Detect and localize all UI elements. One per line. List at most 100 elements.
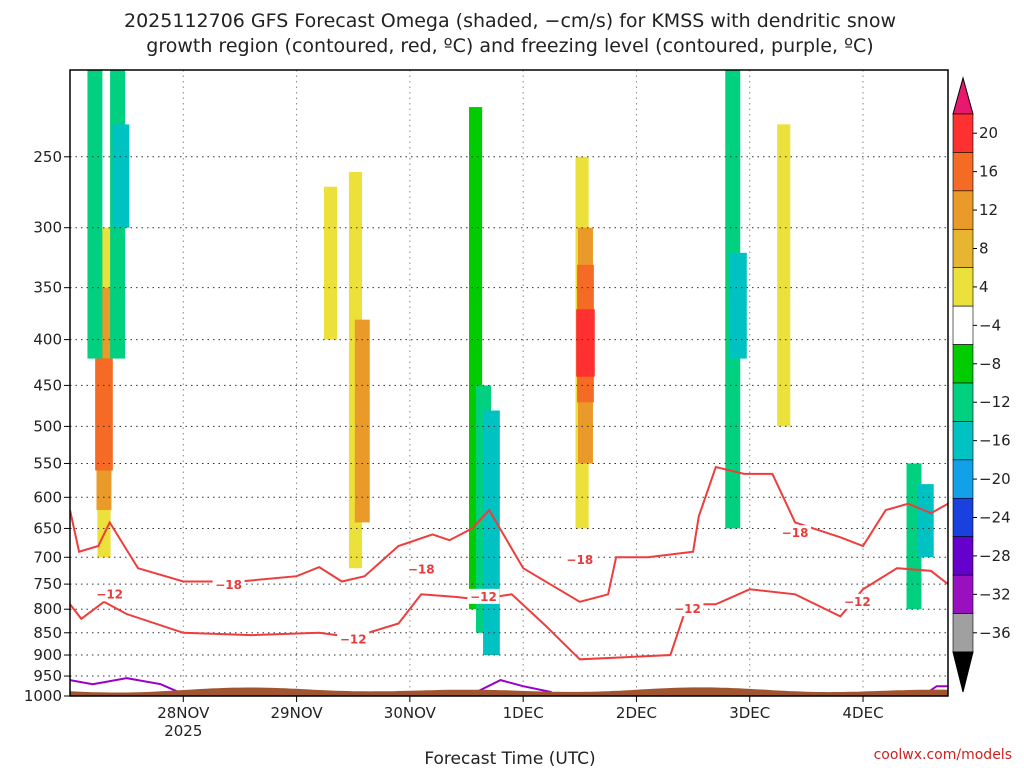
y-tick-label-500: 500 (33, 417, 62, 435)
colorbar-label-6: −8 (979, 355, 1001, 373)
y-tick-label-650: 650 (33, 519, 62, 537)
temperature-contours: −18 −18 −18 −18 −12 −12 −12 −12 −12 (70, 465, 948, 696)
colorbar-segment-1 (952, 152, 974, 192)
svg-text:−18: −18 (566, 553, 593, 567)
y-tick-label-800: 800 (33, 600, 62, 618)
contour-label-minus18-2: −18 (563, 552, 596, 568)
plot-background (70, 70, 948, 696)
omega-cell-15 (483, 410, 500, 656)
omega-cell-2 (323, 186, 338, 340)
svg-text:−12: −12 (340, 633, 367, 647)
y-tick-label-700: 700 (33, 548, 62, 566)
x-axis-title: Forecast Time (UTC) (424, 749, 595, 768)
colorbar-label-4: 4 (979, 278, 989, 296)
omega-cell-9 (354, 319, 370, 523)
contour-line-minus12 (70, 567, 948, 661)
x-tick-label-2DEC: 2DEC (616, 704, 657, 722)
y-tick-label-400: 400 (33, 331, 62, 349)
x-tick-label-30NOV: 30NOV (384, 704, 437, 722)
omega-cell-14 (112, 124, 130, 228)
x-tick-label-1DEC: 1DEC (503, 704, 544, 722)
contour-line-minus18 (70, 465, 948, 603)
y-axis: 250 300 350 400 450 500 550 600 650 700 750 800 850 9… (24, 148, 70, 705)
contour-label-minus12-1: −12 (337, 631, 370, 647)
plot-frame (69, 69, 949, 697)
freezing-level-line-0 (70, 677, 184, 696)
omega-cell-7 (87, 70, 103, 359)
svg-text:−18: −18 (408, 562, 435, 576)
colorbar-bottom-arrow (952, 651, 974, 693)
omega-cell-18 (916, 484, 934, 558)
svg-text:−12: −12 (470, 590, 497, 604)
colorbar-label-0: 20 (979, 124, 998, 142)
colorbar-segment-0 (952, 113, 974, 153)
colorbar-segment-13 (952, 613, 974, 653)
colorbar-label-10: −24 (979, 509, 1011, 527)
omega-cell-5 (777, 124, 791, 427)
chart-title-line-1: 2025112706 GFS Forecast Omega (shaded, −… (124, 10, 896, 32)
colorbar-label-13: −36 (979, 624, 1011, 642)
svg-text:−12: −12 (844, 595, 871, 609)
y-tick-label-300: 300 (33, 219, 62, 237)
x-tick-label-29NOV: 29NOV (271, 704, 324, 722)
y-tick-label-850: 850 (33, 624, 62, 642)
terrain-ground (70, 687, 948, 696)
y-tick-label-600: 600 (33, 488, 62, 506)
colorbar-segment-12 (952, 574, 974, 614)
freezing-level-line-1 (471, 679, 552, 695)
colorbar-label-5: −4 (979, 316, 1001, 334)
svg-text:−18: −18 (215, 578, 242, 592)
colorbar-label-3: 8 (979, 240, 989, 258)
colorbar-segment-11 (952, 536, 974, 576)
credit-text: coolwx.com/models (874, 747, 1012, 763)
chart-title-line-2: growth region (contoured, red, ºC) and f… (146, 35, 873, 57)
y-tick-label-750: 750 (33, 575, 62, 593)
x-tick-label-4DEC: 4DEC (843, 704, 884, 722)
y-tick-label-900: 900 (33, 646, 62, 664)
svg-text:−18: −18 (782, 526, 809, 540)
colorbar-label-12: −32 (979, 585, 1011, 603)
colorbar-label-1: 16 (979, 163, 998, 181)
colorbar-label-2: 12 (979, 201, 998, 219)
contour-label-minus12-0: −12 (93, 586, 126, 602)
y-tick-label-1000: 1000 (24, 687, 62, 705)
colorbar: 20 16 12 8 4 −4 −8 −12 −16 −20 −24 −28 −32 −36 (952, 76, 1011, 693)
y-tick-label-550: 550 (33, 454, 62, 472)
colorbar-label-11: −28 (979, 547, 1011, 565)
y-tick-label-350: 350 (33, 279, 62, 297)
colorbar-label-7: −12 (979, 393, 1011, 411)
x-tick-label-28NOV: 28NOV (157, 704, 210, 722)
y-tick-label-450: 450 (33, 376, 62, 394)
contour-label-minus18-0: −18 (212, 577, 245, 593)
colorbar-segment-5 (952, 305, 974, 345)
ground-area (70, 687, 948, 696)
contour-label-minus12-2: −12 (467, 588, 500, 604)
omega-cell-20 (576, 309, 595, 377)
contour-label-minus12-3: −12 (671, 601, 704, 617)
colorbar-segment-9 (952, 459, 974, 499)
colorbar-segment-2 (952, 190, 974, 230)
colorbar-top-arrow (952, 76, 974, 115)
colorbar-segment-6 (952, 344, 974, 384)
svg-text:−12: −12 (674, 602, 701, 616)
x-tick-sublabel-28NOV: 2025 (164, 722, 202, 740)
x-tick-label-3DEC: 3DEC (729, 704, 770, 722)
colorbar-segment-4 (952, 267, 974, 307)
contour-label-minus18-3: −18 (779, 525, 812, 541)
colorbar-segment-10 (952, 497, 974, 538)
colorbar-segment-7 (952, 382, 974, 422)
omega-cell-17 (730, 252, 747, 359)
omega-cell-19 (95, 358, 113, 471)
colorbar-label-9: −20 (979, 470, 1011, 488)
y-tick-label-250: 250 (33, 148, 62, 166)
y-tick-label-950: 950 (33, 667, 62, 685)
omega-shading (87, 70, 934, 656)
contour-label-minus18-1: −18 (405, 561, 438, 577)
contour-label-minus12-4: −12 (841, 593, 874, 609)
svg-text:−12: −12 (96, 587, 123, 601)
colorbar-segment-8 (952, 421, 974, 461)
colorbar-label-8: −16 (979, 432, 1011, 450)
colorbar-segment-3 (952, 228, 974, 269)
